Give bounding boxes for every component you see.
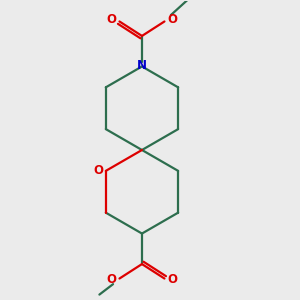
Text: N: N (137, 59, 147, 72)
Text: O: O (106, 273, 116, 286)
Text: O: O (106, 14, 116, 26)
Text: O: O (94, 164, 103, 177)
Text: O: O (167, 14, 178, 26)
Text: O: O (167, 273, 178, 286)
